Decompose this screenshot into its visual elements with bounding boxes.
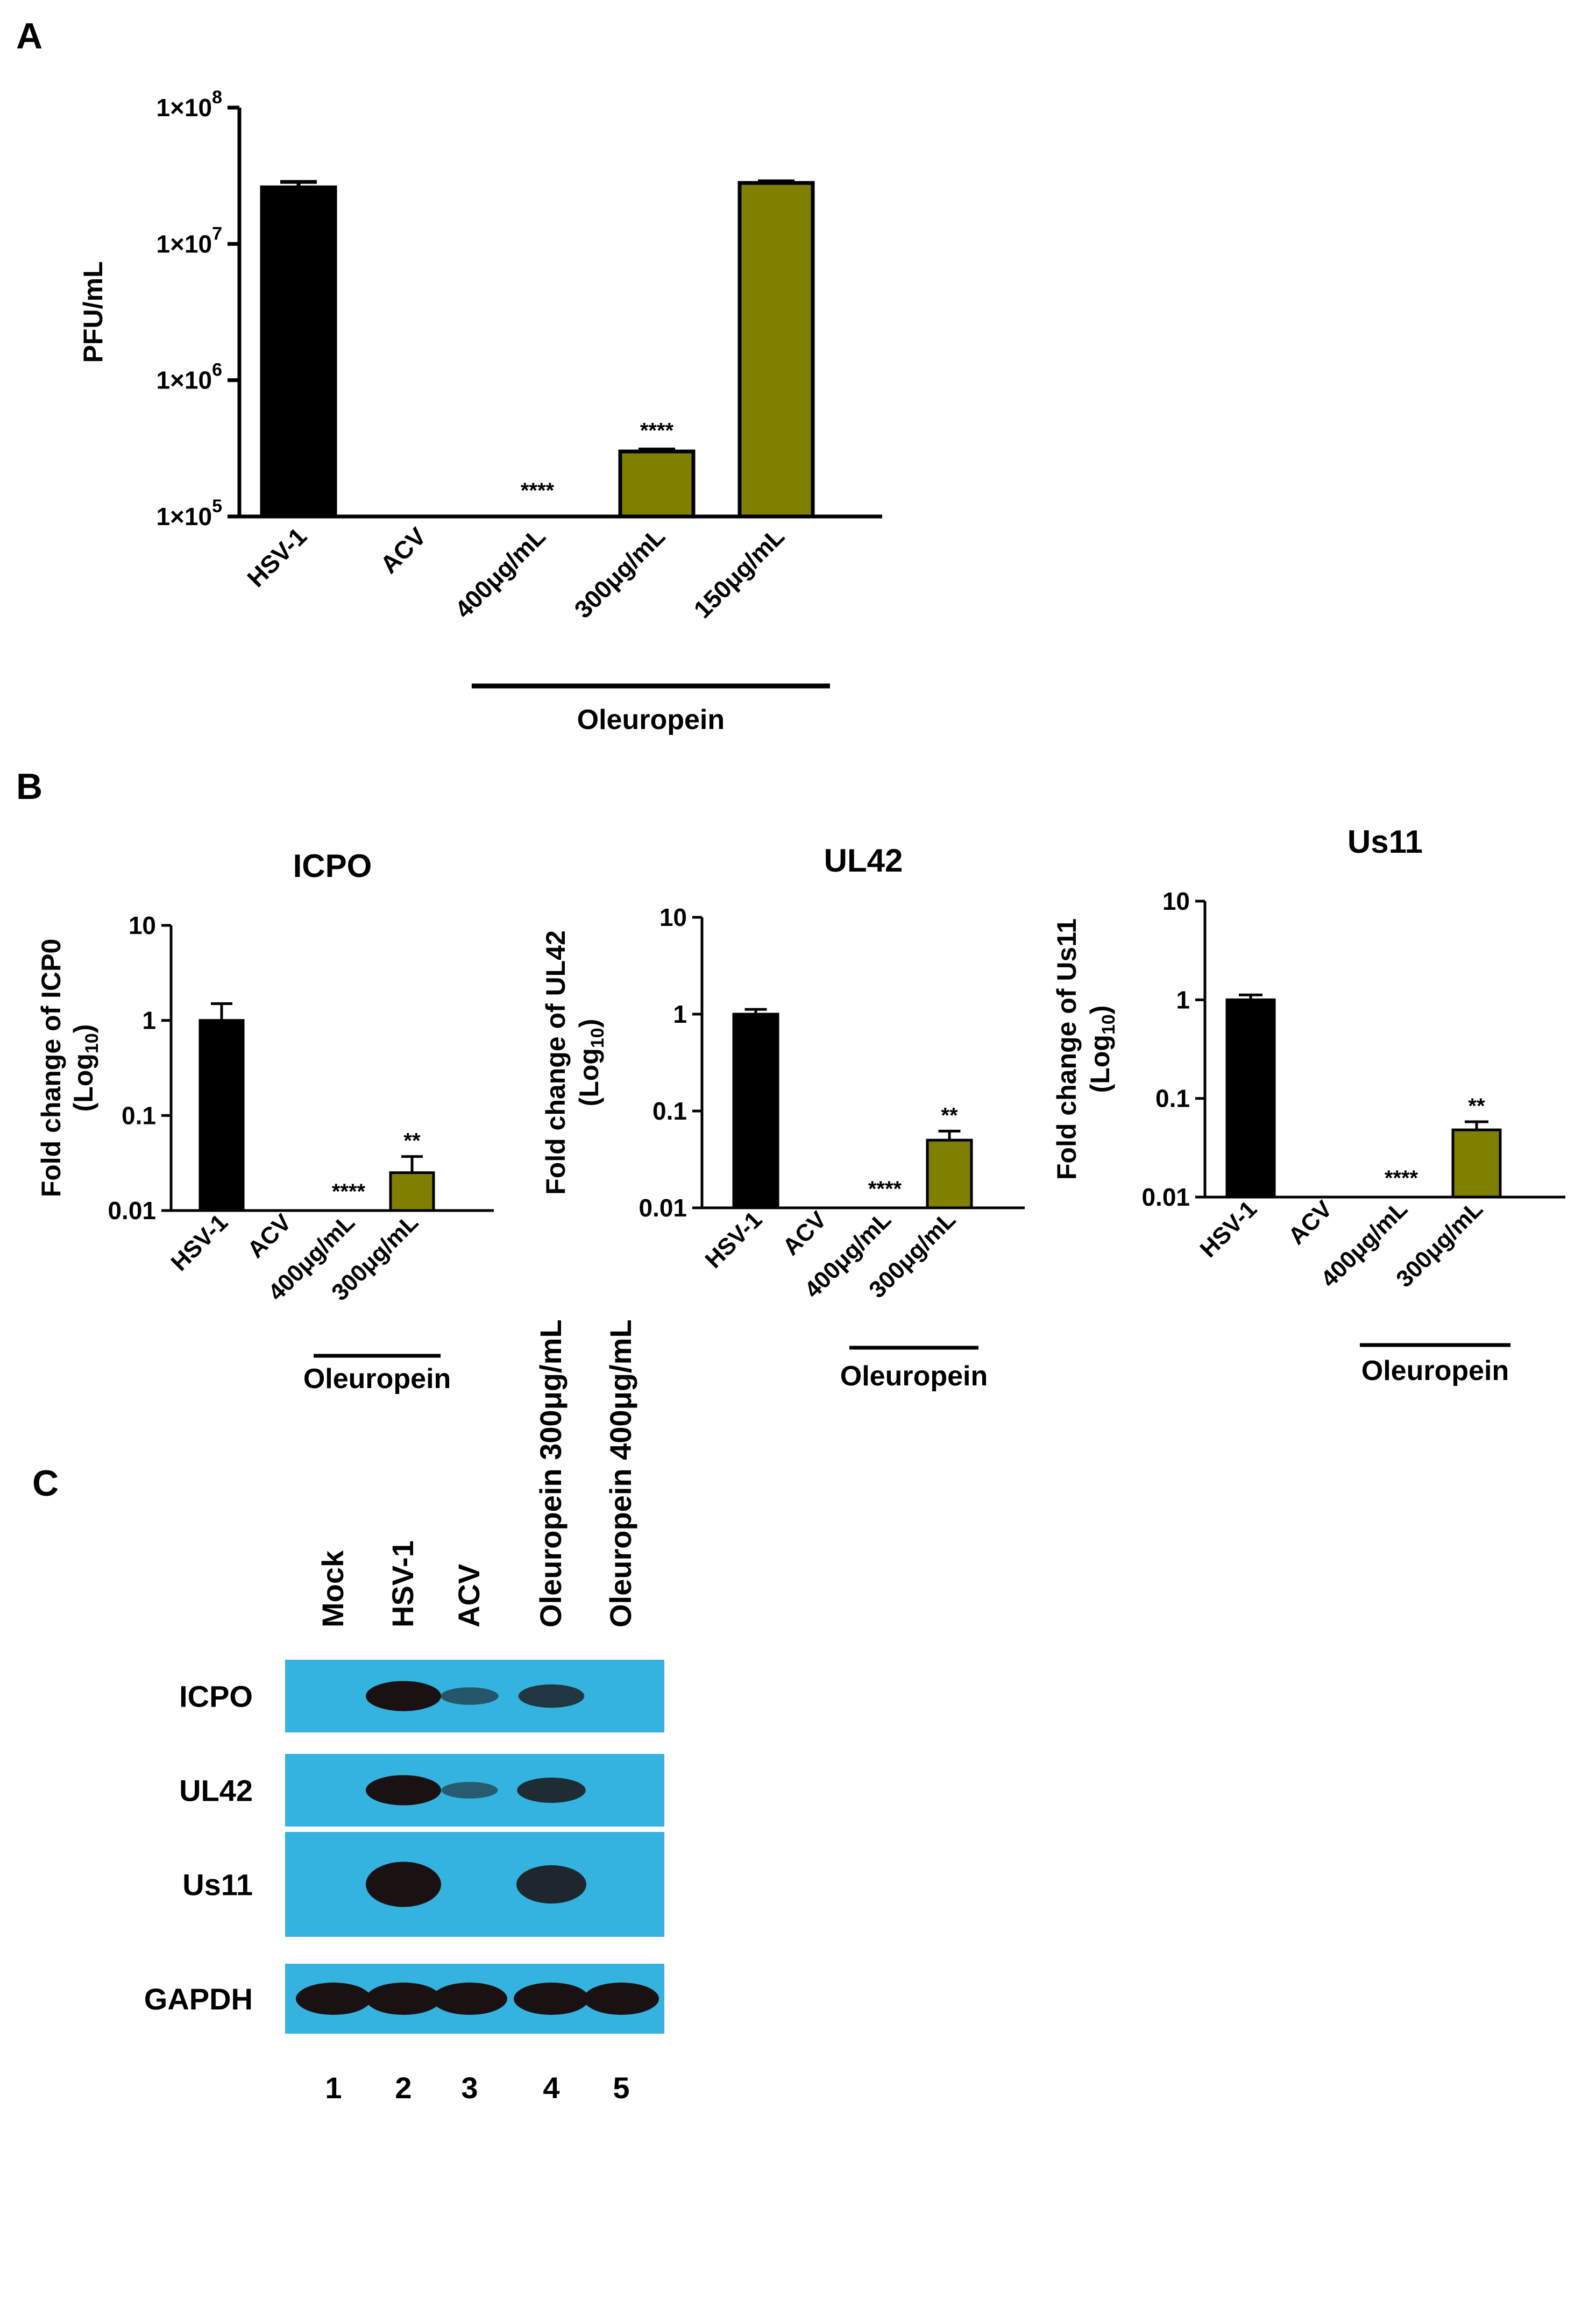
protein-label: UL42 xyxy=(179,1774,253,1808)
y-tick-label: 1×107 xyxy=(156,223,222,258)
chart-b-us11: Us11 0.01 0.1 1 10 Fold change of Us11 (Log10)… xyxy=(1052,824,1565,1386)
significance-annotation: **** xyxy=(868,1177,902,1201)
x-tick-label: 150μg/mL xyxy=(688,522,790,624)
protein-label: Us11 xyxy=(182,1868,253,1902)
group-label: Oleuropein xyxy=(1361,1355,1509,1386)
y-tick-label: 0.1 xyxy=(652,1097,687,1125)
blot-band xyxy=(514,1983,589,2015)
lane-label: Oleuropein 400μg/mL xyxy=(604,1319,637,1627)
y-tick-label: 0.1 xyxy=(1155,1085,1190,1113)
lane-label: ACV xyxy=(452,1564,486,1627)
x-tick-label: 300μg/mL xyxy=(569,522,670,624)
significance-annotation: **** xyxy=(332,1180,366,1204)
group-label: Oleuropein xyxy=(303,1363,451,1395)
blot-band xyxy=(432,1983,507,2015)
significance-annotation: **** xyxy=(521,479,555,503)
y-tick-label: 10 xyxy=(659,903,687,931)
bar xyxy=(926,1138,973,1209)
y-tick-label: 1×106 xyxy=(156,360,222,394)
chart-b-icp0: ICPO 0.01 0.1 1 10 Fold change of ICP0 (Log10)… xyxy=(36,848,494,1395)
panel-b-label: B xyxy=(16,766,42,807)
significance-annotation: ** xyxy=(941,1103,958,1127)
bar xyxy=(1451,1128,1502,1199)
blot-band xyxy=(366,1862,441,1907)
x-tick-label: ACV xyxy=(243,1209,297,1263)
lane-label: Mock xyxy=(316,1550,350,1627)
lane-label: Oleuropein 300μg/mL xyxy=(534,1319,568,1627)
chart-title: ICPO xyxy=(293,848,372,884)
protein-label: GAPDH xyxy=(144,1982,253,2016)
y-tick-label: 1×108 xyxy=(156,87,222,122)
blot-band xyxy=(584,1983,659,2015)
y-axis-label: PFU/mL xyxy=(78,261,108,363)
y-tick-label: 10 xyxy=(1162,887,1190,915)
bar xyxy=(198,1019,245,1212)
chart-title: Us11 xyxy=(1347,824,1423,860)
blot-band xyxy=(518,1684,585,1708)
bar xyxy=(737,181,815,519)
blot-band xyxy=(366,1681,441,1711)
group-label: Oleuropein xyxy=(577,704,725,735)
x-tick-label: ACV xyxy=(375,522,432,579)
x-tick-label: 400μg/mL xyxy=(449,522,551,624)
y-tick-label: 0.01 xyxy=(1141,1183,1190,1211)
y-axis-label-unit: (Log10) xyxy=(68,1024,102,1112)
bar xyxy=(618,449,696,519)
chart-b-ul42: UL42 0.01 0.1 1 10 Fold change of UL42 (Log10)… xyxy=(541,843,1025,1392)
blot-band xyxy=(296,1983,371,2015)
x-tick-label: HSV-1 xyxy=(700,1206,767,1273)
panel-c-label: C xyxy=(32,1463,59,1504)
y-tick-label: 0.1 xyxy=(122,1101,156,1129)
x-tick-label: HSV-1 xyxy=(1195,1195,1262,1263)
y-tick-label: 10 xyxy=(129,911,156,939)
significance-annotation: **** xyxy=(1385,1166,1418,1190)
lane-number: 5 xyxy=(613,2071,629,2105)
y-axis-label: Fold change of ICP0 xyxy=(36,939,66,1198)
significance-annotation: **** xyxy=(640,419,674,443)
protein-label: ICPO xyxy=(179,1680,253,1714)
bar xyxy=(389,1171,435,1212)
x-tick-label: ACV xyxy=(778,1206,832,1261)
bar xyxy=(260,185,337,519)
lane-number: 1 xyxy=(325,2071,342,2105)
blot-strip xyxy=(285,1832,664,1937)
blot-band xyxy=(517,1778,586,1803)
significance-annotation: ** xyxy=(1468,1094,1485,1118)
y-axis-label: Fold change of UL42 xyxy=(541,930,571,1195)
significance-annotation: ** xyxy=(403,1129,421,1153)
lane-number: 3 xyxy=(461,2071,478,2105)
panel-a-label: A xyxy=(16,16,42,56)
bar xyxy=(1225,998,1276,1199)
blot-band xyxy=(366,1775,441,1806)
y-tick-label: 1 xyxy=(142,1007,156,1035)
y-tick-label: 1×105 xyxy=(156,496,222,530)
lane-number: 4 xyxy=(543,2071,559,2105)
western-blot: Mock HSV-1 ACV Oleuropein 300μg/mL Oleuropei… xyxy=(144,1319,664,2105)
y-tick-label: 1 xyxy=(1176,986,1190,1014)
x-tick-label: ACV xyxy=(1283,1195,1338,1250)
y-axis-label-unit: (Log10) xyxy=(574,1019,608,1107)
y-axis-label-unit: (Log10) xyxy=(1085,1006,1119,1093)
blot-band xyxy=(366,1983,441,2015)
blot-band xyxy=(441,1782,498,1799)
lane-label: HSV-1 xyxy=(386,1540,420,1627)
blot-band xyxy=(516,1865,586,1904)
y-tick-label: 0.01 xyxy=(108,1197,156,1225)
y-axis-label: Fold change of Us11 xyxy=(1052,918,1082,1180)
blot-band xyxy=(441,1687,499,1705)
x-tick-label: HSV-1 xyxy=(166,1209,233,1276)
chart-a-pfu: 1×105 1×106 1×107 1×108 PFU/mL HSV-1 ACV 400μg/… xyxy=(78,87,882,735)
y-tick-label: 0.01 xyxy=(639,1194,687,1222)
chart-title: UL42 xyxy=(824,843,903,879)
group-label: Oleuropein xyxy=(840,1361,988,1392)
bar xyxy=(732,1013,779,1209)
y-tick-label: 1 xyxy=(673,1000,687,1028)
lane-number: 2 xyxy=(395,2071,412,2105)
x-tick-label: HSV-1 xyxy=(242,522,312,592)
